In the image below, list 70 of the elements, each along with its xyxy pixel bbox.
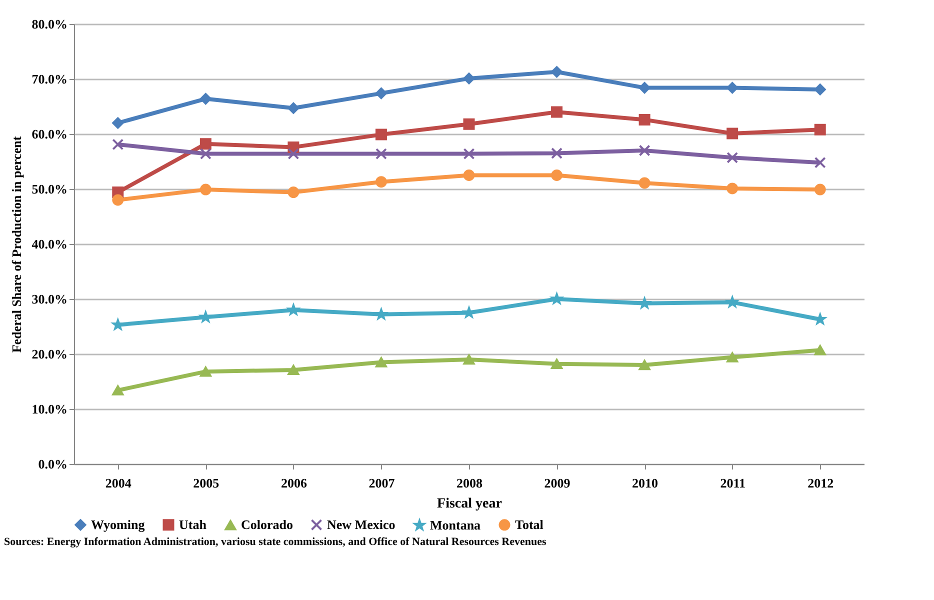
point — [200, 138, 212, 150]
point — [638, 82, 650, 94]
y-tick-label: 30.0% — [32, 292, 68, 306]
legend-label: Total — [515, 516, 544, 532]
point — [375, 148, 387, 160]
point — [551, 106, 563, 118]
x-tick-label: 2007 — [368, 476, 396, 490]
point — [726, 82, 738, 94]
y-tick-label: 50.0% — [32, 182, 68, 196]
point — [814, 156, 826, 168]
point — [375, 176, 387, 188]
point — [551, 66, 563, 78]
y-tick-label: 0.0% — [38, 456, 68, 472]
point — [112, 194, 124, 206]
point — [375, 128, 387, 140]
point — [726, 182, 738, 194]
x-tick-label: 2004 — [105, 476, 132, 490]
point — [726, 152, 738, 164]
point — [288, 186, 300, 198]
x-tick-label: 2006 — [280, 476, 308, 490]
point — [814, 184, 826, 196]
point — [112, 385, 124, 396]
point — [200, 148, 212, 160]
point — [463, 118, 475, 130]
point — [288, 102, 300, 114]
point — [112, 138, 124, 150]
source-note: Sources: Energy Information Administration, variosu state commissions, and Office of Natural Resources Revenues — [4, 536, 548, 548]
point — [200, 184, 212, 196]
point — [814, 124, 826, 136]
y-tick-label: 40.0% — [32, 236, 68, 252]
point — [463, 170, 475, 181]
point — [200, 93, 212, 105]
y-tick-label: 70.0% — [32, 72, 68, 86]
point — [375, 357, 387, 368]
point — [375, 88, 387, 100]
legend-label: Colorado — [241, 517, 293, 532]
x-axis-title: Fiscal year — [437, 496, 502, 512]
x-tick-label: 2012 — [808, 476, 834, 490]
y-tick-label: 20.0% — [32, 346, 68, 362]
legend-label: Montana — [430, 517, 482, 532]
x-tick-label: 2005 — [193, 476, 220, 490]
legend-label: Utah — [179, 516, 208, 532]
y-tick-label: 60.0% — [32, 126, 68, 142]
point — [463, 72, 475, 84]
point — [551, 170, 563, 181]
point — [726, 128, 738, 140]
point — [638, 177, 650, 189]
point — [638, 144, 650, 156]
y-tick-label: 80.0% — [32, 16, 68, 32]
point — [463, 354, 475, 365]
point — [200, 366, 212, 377]
y-axis-title: Federal Share of Production in percent — [8, 136, 24, 353]
point — [638, 114, 650, 126]
point — [814, 345, 826, 356]
legend-label: New Mexico — [327, 516, 396, 532]
y-tick-label: 10.0% — [32, 402, 68, 416]
x-tick-label: 2011 — [720, 476, 746, 490]
point — [814, 84, 826, 96]
point — [551, 358, 563, 370]
x-tick-label: 2008 — [456, 476, 483, 490]
legend-label: Wyoming — [91, 516, 146, 532]
point — [288, 364, 300, 376]
point — [726, 352, 738, 362]
point — [638, 360, 650, 370]
x-tick-label: 2010 — [632, 476, 658, 490]
point — [288, 148, 300, 160]
point — [463, 148, 475, 160]
point — [112, 117, 124, 129]
point — [551, 148, 563, 159]
x-tick-label: 2009 — [544, 476, 571, 490]
